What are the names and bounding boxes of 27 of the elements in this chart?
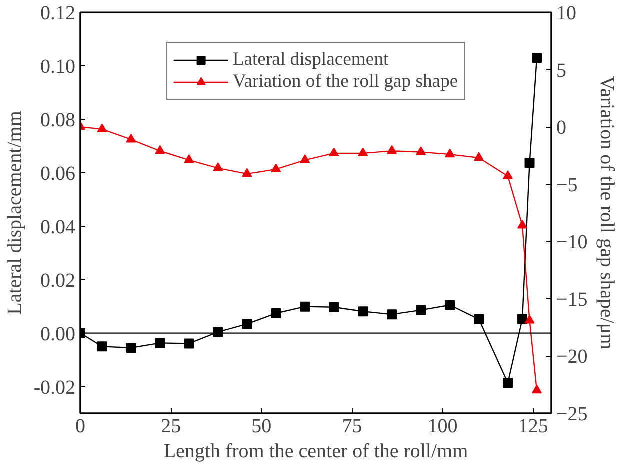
x-tick-label: 25 [161, 416, 182, 438]
y2-tick-label: −5 [556, 174, 578, 196]
y-tick-label: 0.06 [40, 162, 76, 185]
y-tick-label: 0.08 [40, 109, 76, 132]
y2-tick-label: 0 [556, 117, 566, 140]
y-tick-label: -0.02 [34, 376, 76, 399]
y-tick-label: 0.12 [40, 2, 76, 24]
y-axis-title: Lateral displacement/mm [4, 110, 26, 315]
legend-label: Variation of the roll gap shape [232, 71, 458, 93]
y-tick-label: 0.10 [40, 56, 76, 78]
x-tick-label: 75 [342, 416, 362, 438]
y2-tick-label: −15 [556, 288, 588, 311]
y2-tick-label: 10 [556, 2, 576, 24]
x-tick-label: 0 [76, 416, 86, 438]
y-tick-label: 0.04 [40, 216, 76, 238]
y2-axis-title: Variation of the roll gap shape/μm [596, 76, 618, 350]
y-tick-label: 0.00 [40, 323, 76, 346]
legend-label: Lateral displacement [232, 49, 389, 71]
x-tick-label: 100 [428, 416, 458, 438]
y2-tick-label: −20 [556, 346, 588, 368]
y-tick-label: 0.02 [40, 270, 76, 292]
y2-tick-label: 5 [556, 60, 566, 82]
x-tick-label: 50 [252, 416, 272, 438]
x-tick-label: 125 [518, 416, 548, 438]
y2-tick-label: −10 [556, 232, 588, 254]
x-axis-title: Length from the center of the roll/mm [164, 440, 469, 462]
y2-tick-label: −25 [556, 404, 588, 426]
